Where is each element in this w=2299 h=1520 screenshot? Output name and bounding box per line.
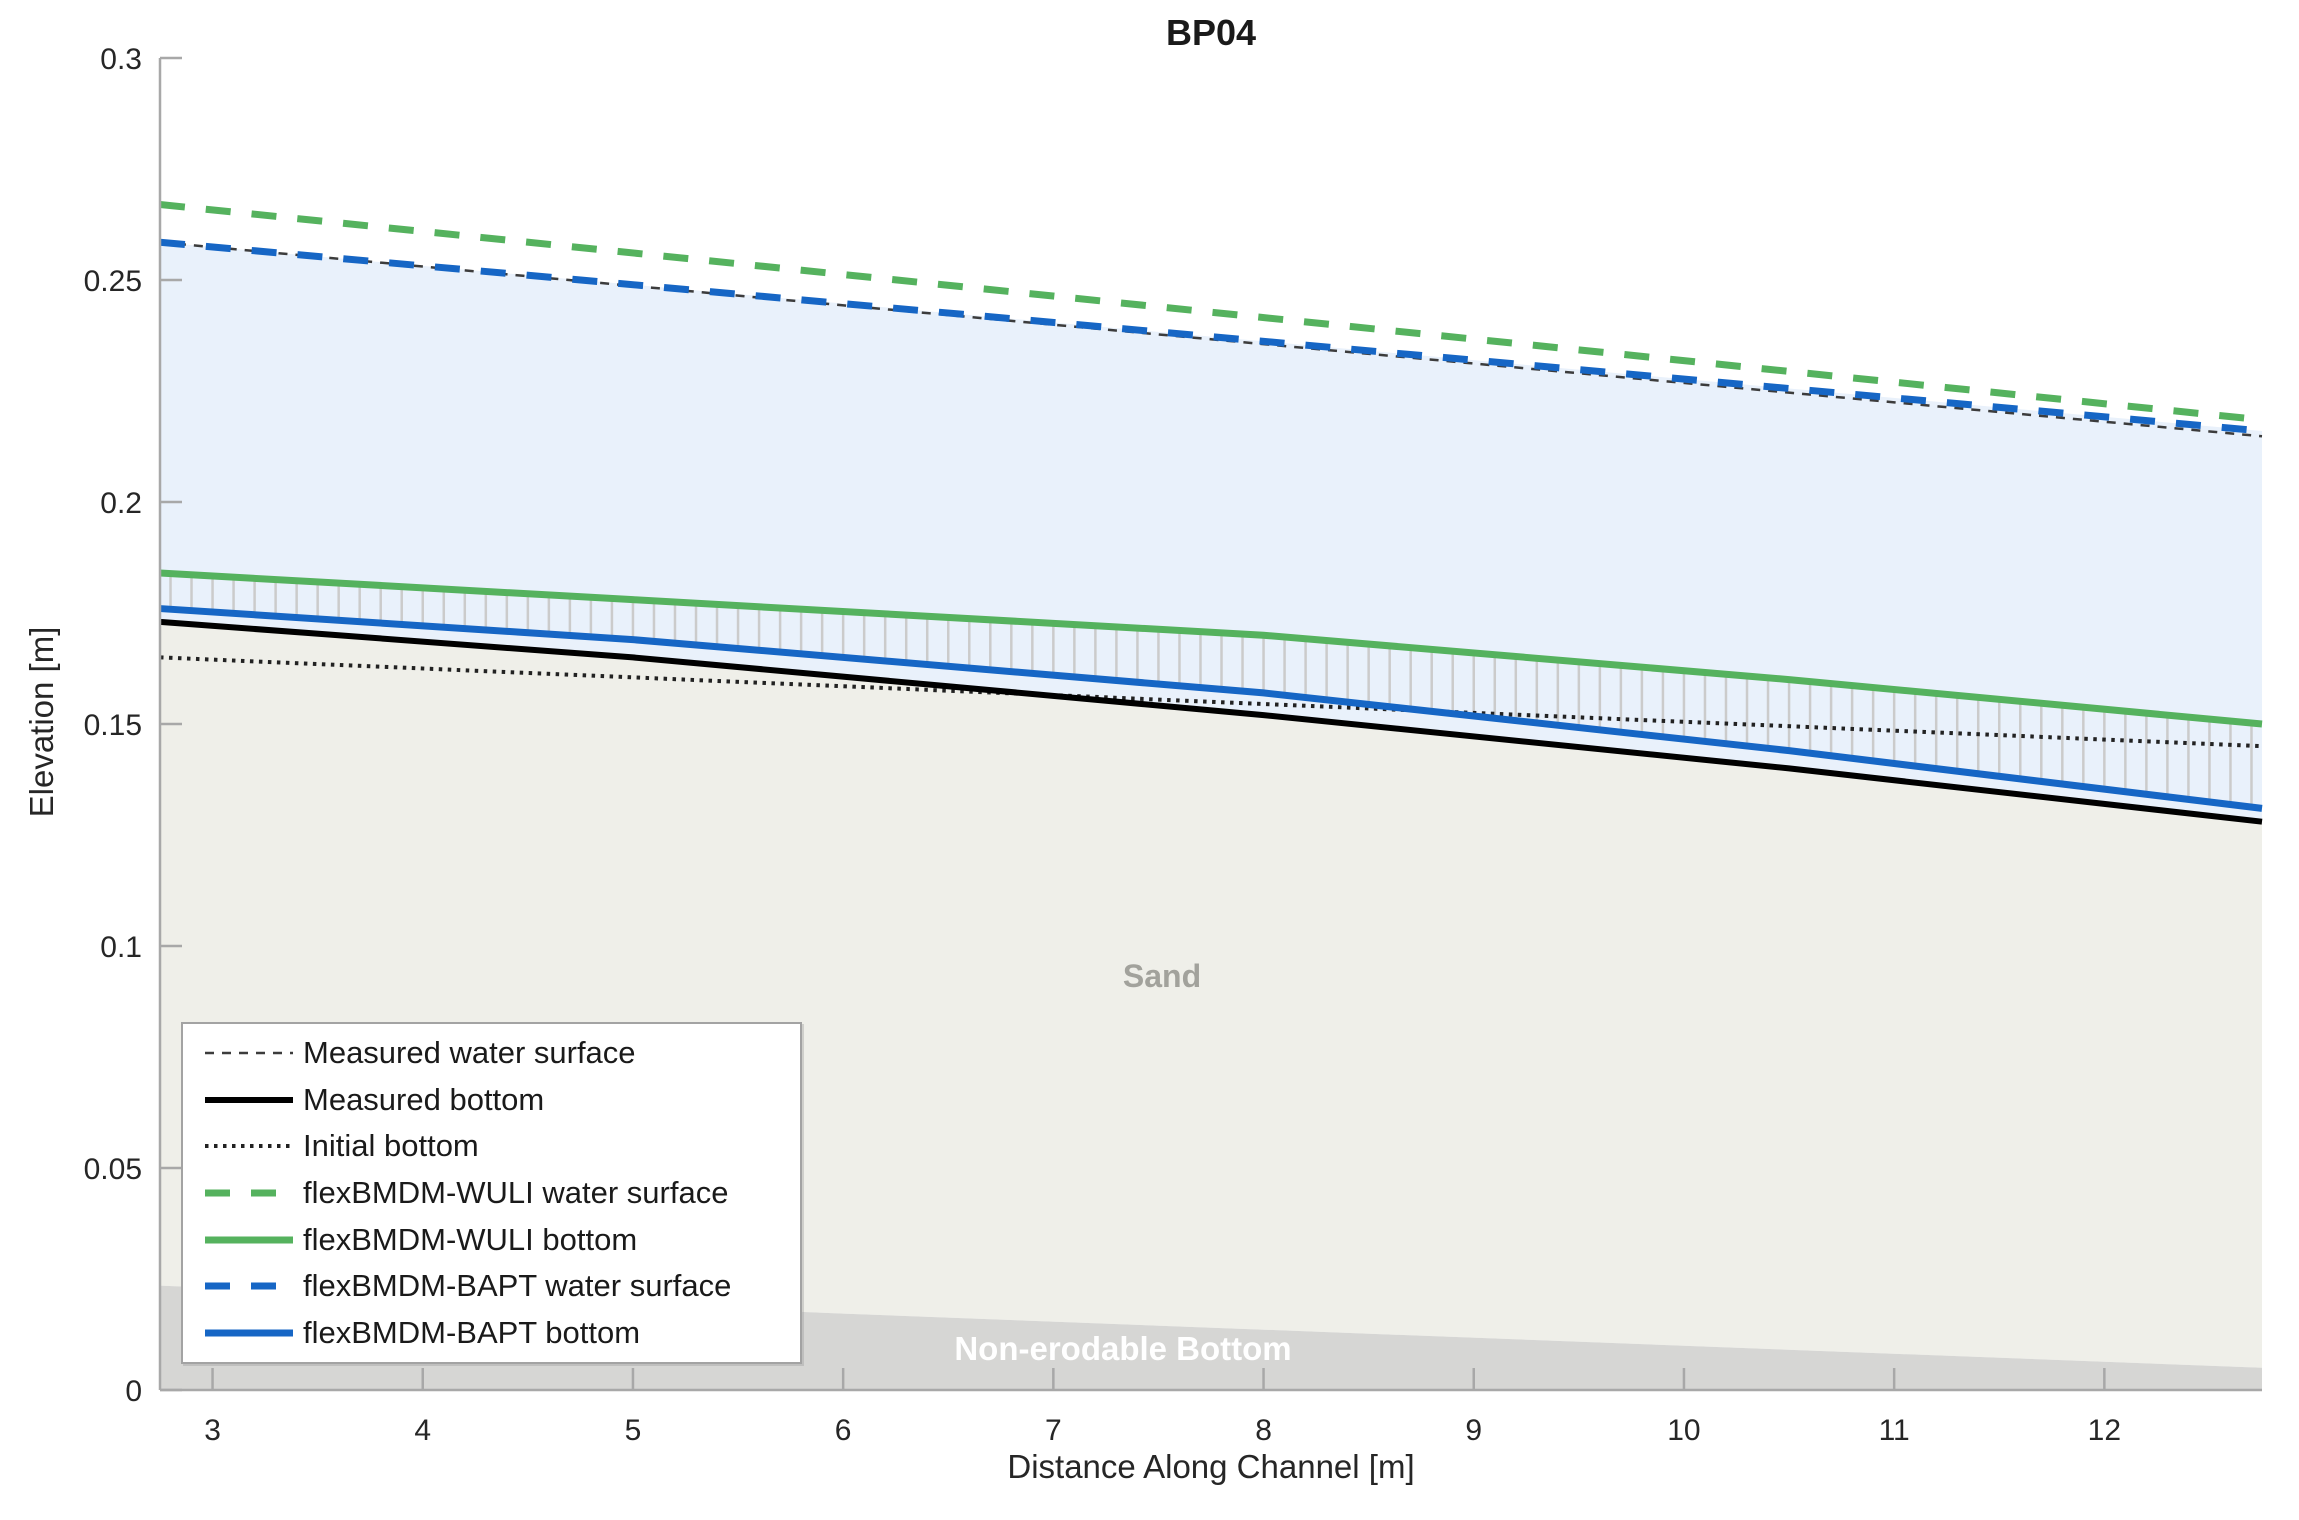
series-flexbmdm-wuli-bottom bbox=[159, 569, 2263, 728]
x-tick-label: 5 bbox=[625, 1414, 642, 1447]
legend-line-sample bbox=[205, 1329, 293, 1337]
sand-region-label: Sand bbox=[1122, 958, 1202, 994]
legend-item: flexBMDM-WULI water surface bbox=[183, 1170, 800, 1216]
axes bbox=[158, 56, 2262, 1392]
y-tick-label: 0.2 bbox=[100, 487, 142, 520]
tick-labels: 0 0.05 0.1 0.15 0.2 0.25 0.3 3 4 5 6 7 8 9 10 11 12 bbox=[84, 43, 2121, 1447]
non-erodable-region-label: Non-erodable Bottom bbox=[954, 1330, 1292, 1367]
series-measured-bottom bbox=[159, 618, 2263, 825]
x-tick-label: 6 bbox=[835, 1414, 852, 1447]
legend-item: flexBMDM-BAPT bottom bbox=[183, 1310, 800, 1356]
x-tick-label: 8 bbox=[1255, 1414, 1272, 1447]
x-axis-label: Distance Along Channel [m] bbox=[1007, 1448, 1415, 1485]
legend-item: flexBMDM-WULI bottom bbox=[183, 1217, 800, 1263]
legend-line-sample bbox=[205, 1144, 293, 1149]
y-tick-label: 0.15 bbox=[84, 709, 142, 742]
x-tick-label: 3 bbox=[204, 1414, 221, 1447]
legend-line-sample bbox=[205, 1282, 293, 1290]
x-tick-label: 9 bbox=[1465, 1414, 1482, 1447]
x-tick-label: 11 bbox=[1879, 1414, 1910, 1447]
x-tick-label: 10 bbox=[1667, 1414, 1700, 1447]
x-tick-label: 4 bbox=[414, 1414, 431, 1447]
legend-line-sample bbox=[205, 1189, 293, 1197]
legend-item-label: flexBMDM-WULI bottom bbox=[303, 1221, 638, 1257]
legend-line-sample bbox=[205, 1052, 293, 1055]
series-measured-water-surface bbox=[159, 241, 2263, 438]
hatch-lines bbox=[169, 573, 2253, 808]
x-tick-label: 12 bbox=[2088, 1414, 2121, 1447]
legend-item-label: Initial bottom bbox=[303, 1128, 479, 1164]
legend-item: Measured water surface bbox=[183, 1030, 800, 1076]
legend-item-label: flexBMDM-WULI water surface bbox=[303, 1174, 729, 1210]
y-tick-label: 0.1 bbox=[100, 931, 142, 964]
series-flexbmdm-wuli-water-surface bbox=[159, 201, 2263, 424]
legend-item-label: Measured water surface bbox=[303, 1035, 636, 1071]
legend-item-label: Measured bottom bbox=[303, 1081, 545, 1117]
legend-line-sample bbox=[205, 1096, 293, 1103]
y-axis-label: Elevation [m] bbox=[23, 626, 60, 818]
y-tick-label: 0 bbox=[125, 1375, 142, 1408]
legend-item: Initial bottom bbox=[183, 1123, 800, 1169]
legend-item: Measured bottom bbox=[183, 1077, 800, 1123]
chart-title: BP04 bbox=[1165, 12, 1257, 53]
legend-item-label: flexBMDM-BAPT bottom bbox=[303, 1314, 641, 1350]
legend-item-label: flexBMDM-BAPT water surface bbox=[303, 1268, 732, 1304]
series-flexbmdm-bapt-water-surface bbox=[159, 238, 2263, 435]
legend-box: Measured water surface Measured bottom Ini… bbox=[181, 1022, 802, 1364]
legend-item: flexBMDM-BAPT water surface bbox=[183, 1263, 800, 1309]
y-tick-label: 0.25 bbox=[84, 265, 142, 298]
y-tick-label: 0.3 bbox=[100, 43, 142, 76]
y-tick-label: 0.05 bbox=[84, 1153, 142, 1186]
series-flexbmdm-bapt-bottom bbox=[159, 605, 2263, 812]
x-tick-label: 7 bbox=[1045, 1414, 1062, 1447]
legend-line-sample bbox=[205, 1236, 293, 1244]
